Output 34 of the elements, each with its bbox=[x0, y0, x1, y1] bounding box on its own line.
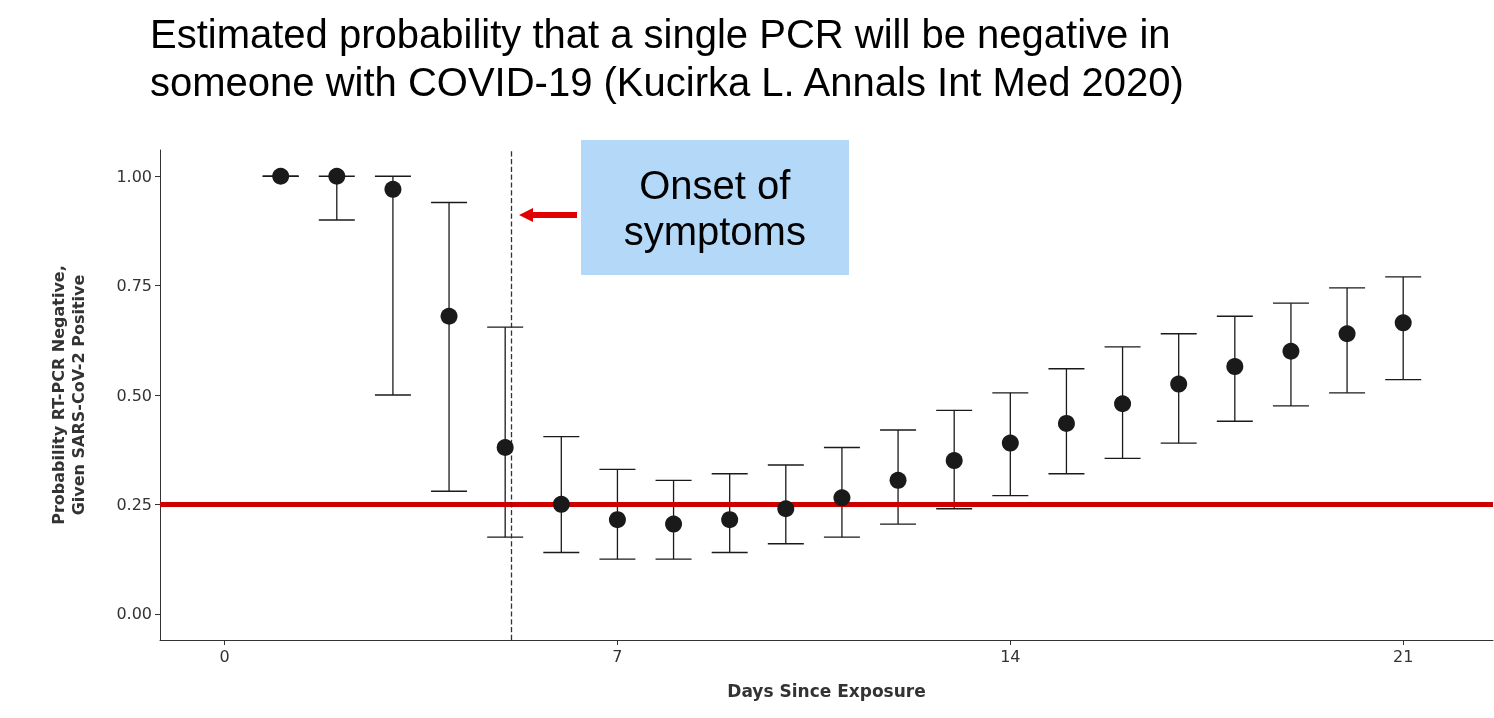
point bbox=[608, 511, 626, 529]
point bbox=[1001, 434, 1019, 452]
point bbox=[1057, 414, 1075, 432]
chart-title: Estimated probability that a single PCR will be negative in someone with COVID-19 (Kucirka L. Annals Int Med 2020) bbox=[150, 11, 1185, 106]
x-tick-label: 21 bbox=[1393, 646, 1414, 666]
point bbox=[384, 180, 402, 198]
x-tick-label: 14 bbox=[1000, 646, 1021, 666]
x-tick-label: 7 bbox=[612, 646, 623, 666]
point bbox=[721, 511, 739, 529]
point bbox=[552, 495, 570, 513]
point bbox=[272, 167, 290, 185]
point bbox=[1114, 395, 1132, 413]
x-axis-title: Days Since Exposure bbox=[727, 680, 926, 701]
y-tick-label: 0.25 bbox=[116, 494, 152, 514]
point bbox=[945, 452, 963, 470]
point bbox=[1226, 358, 1244, 376]
ref-line-label: Onset of symptoms bbox=[580, 140, 849, 275]
point bbox=[889, 471, 907, 489]
y-tick-label: 1.00 bbox=[116, 166, 152, 186]
point bbox=[1394, 314, 1412, 332]
point bbox=[1282, 342, 1300, 360]
point bbox=[833, 489, 851, 507]
x-tick-label: 0 bbox=[219, 646, 230, 666]
point bbox=[1170, 375, 1188, 393]
point bbox=[440, 307, 458, 325]
point bbox=[777, 500, 795, 518]
y-axis-title: Probability RT-PCR Negative, Given SARS-CoV-2 Positive bbox=[48, 265, 88, 525]
point bbox=[328, 167, 346, 185]
point bbox=[1338, 325, 1356, 343]
y-tick-label: 0.75 bbox=[116, 276, 152, 296]
point bbox=[496, 439, 514, 456]
point bbox=[665, 515, 683, 533]
y-tick-label: 0.50 bbox=[116, 385, 152, 405]
y-tick-label: 0.00 bbox=[116, 604, 152, 624]
